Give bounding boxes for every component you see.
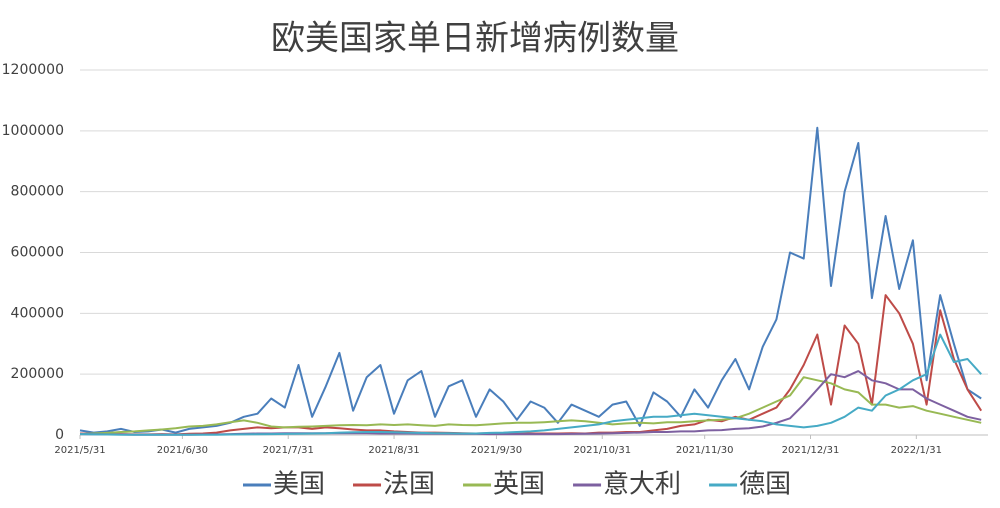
- y-tick-label: 400000: [11, 305, 64, 321]
- grid: 0 200000 400000 600000 800000 1000000 1200000 2…: [2, 62, 988, 456]
- legend-label: 意大利: [603, 470, 681, 500]
- x-tick-label: 2021/10/31: [573, 445, 631, 456]
- x-tick-label: 2021/5/31: [54, 445, 105, 456]
- y-tick-label: 1000000: [2, 123, 64, 139]
- x-tick-label: 2021/7/31: [263, 445, 314, 456]
- x-tick-label: 2021/12/31: [782, 445, 840, 456]
- y-tick-label: 800000: [11, 184, 64, 200]
- legend: 美国 法国 英国 意大利 德国: [243, 470, 791, 500]
- legend-label: 美国: [273, 470, 325, 500]
- legend-label: 法国: [383, 470, 435, 500]
- y-tick-label: 0: [55, 427, 64, 443]
- lines: [79, 126, 983, 436]
- legend-label: 英国: [493, 470, 545, 500]
- x-tick-label: 2021/6/30: [157, 445, 208, 456]
- series-line: [79, 126, 982, 434]
- series-line: [79, 333, 982, 436]
- series-line: [79, 294, 983, 436]
- y-tick-label: 1200000: [2, 62, 64, 78]
- chart-title: 欧美国家单日新增病例数量: [271, 19, 679, 59]
- series-line: [79, 376, 982, 436]
- x-tick-label: 2021/11/30: [676, 445, 734, 456]
- legend-label: 德国: [739, 470, 791, 500]
- y-tick-label: 600000: [11, 245, 64, 261]
- x-tick-label: 2022/1/31: [891, 445, 942, 456]
- x-tick-label: 2021/9/30: [471, 445, 522, 456]
- x-tick-label: 2021/8/31: [368, 445, 419, 456]
- y-tick-label: 200000: [11, 366, 64, 382]
